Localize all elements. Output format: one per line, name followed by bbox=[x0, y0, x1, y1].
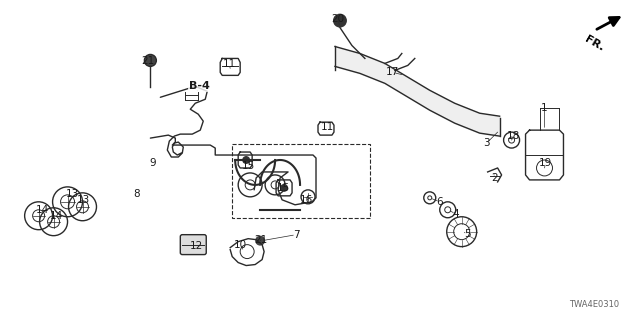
Circle shape bbox=[145, 54, 156, 67]
Text: 15: 15 bbox=[276, 183, 290, 193]
Text: 17: 17 bbox=[386, 68, 399, 77]
Text: 21: 21 bbox=[255, 235, 268, 245]
Text: 14: 14 bbox=[36, 205, 49, 215]
Bar bbox=[232, 144, 370, 218]
Text: 15: 15 bbox=[241, 161, 255, 171]
Text: 9: 9 bbox=[149, 158, 156, 168]
Circle shape bbox=[255, 236, 265, 246]
Text: 16: 16 bbox=[300, 195, 313, 205]
Text: 7: 7 bbox=[292, 230, 300, 240]
Text: 8: 8 bbox=[133, 189, 140, 199]
Text: TWA4E0310: TWA4E0310 bbox=[569, 300, 620, 309]
Text: 11: 11 bbox=[321, 122, 333, 132]
Text: 10: 10 bbox=[234, 240, 247, 250]
Text: 6: 6 bbox=[436, 197, 443, 207]
FancyBboxPatch shape bbox=[180, 235, 206, 255]
Text: 18: 18 bbox=[507, 131, 520, 141]
Text: 21: 21 bbox=[141, 56, 154, 67]
Text: 19: 19 bbox=[539, 158, 552, 168]
Text: 3: 3 bbox=[483, 138, 490, 148]
Circle shape bbox=[280, 184, 288, 192]
Text: 11: 11 bbox=[223, 60, 236, 69]
Text: FR.: FR. bbox=[583, 35, 606, 53]
Text: 5: 5 bbox=[465, 229, 471, 239]
Text: 14: 14 bbox=[50, 211, 63, 221]
Text: 12: 12 bbox=[189, 241, 203, 251]
Text: 4: 4 bbox=[452, 209, 459, 219]
Text: 20: 20 bbox=[332, 14, 344, 24]
Circle shape bbox=[333, 14, 347, 28]
Text: 2: 2 bbox=[492, 173, 498, 183]
Text: 13: 13 bbox=[77, 195, 90, 205]
Text: 1: 1 bbox=[541, 103, 548, 113]
Text: 13: 13 bbox=[66, 189, 79, 199]
Text: B-4: B-4 bbox=[189, 81, 210, 91]
Circle shape bbox=[242, 156, 250, 164]
